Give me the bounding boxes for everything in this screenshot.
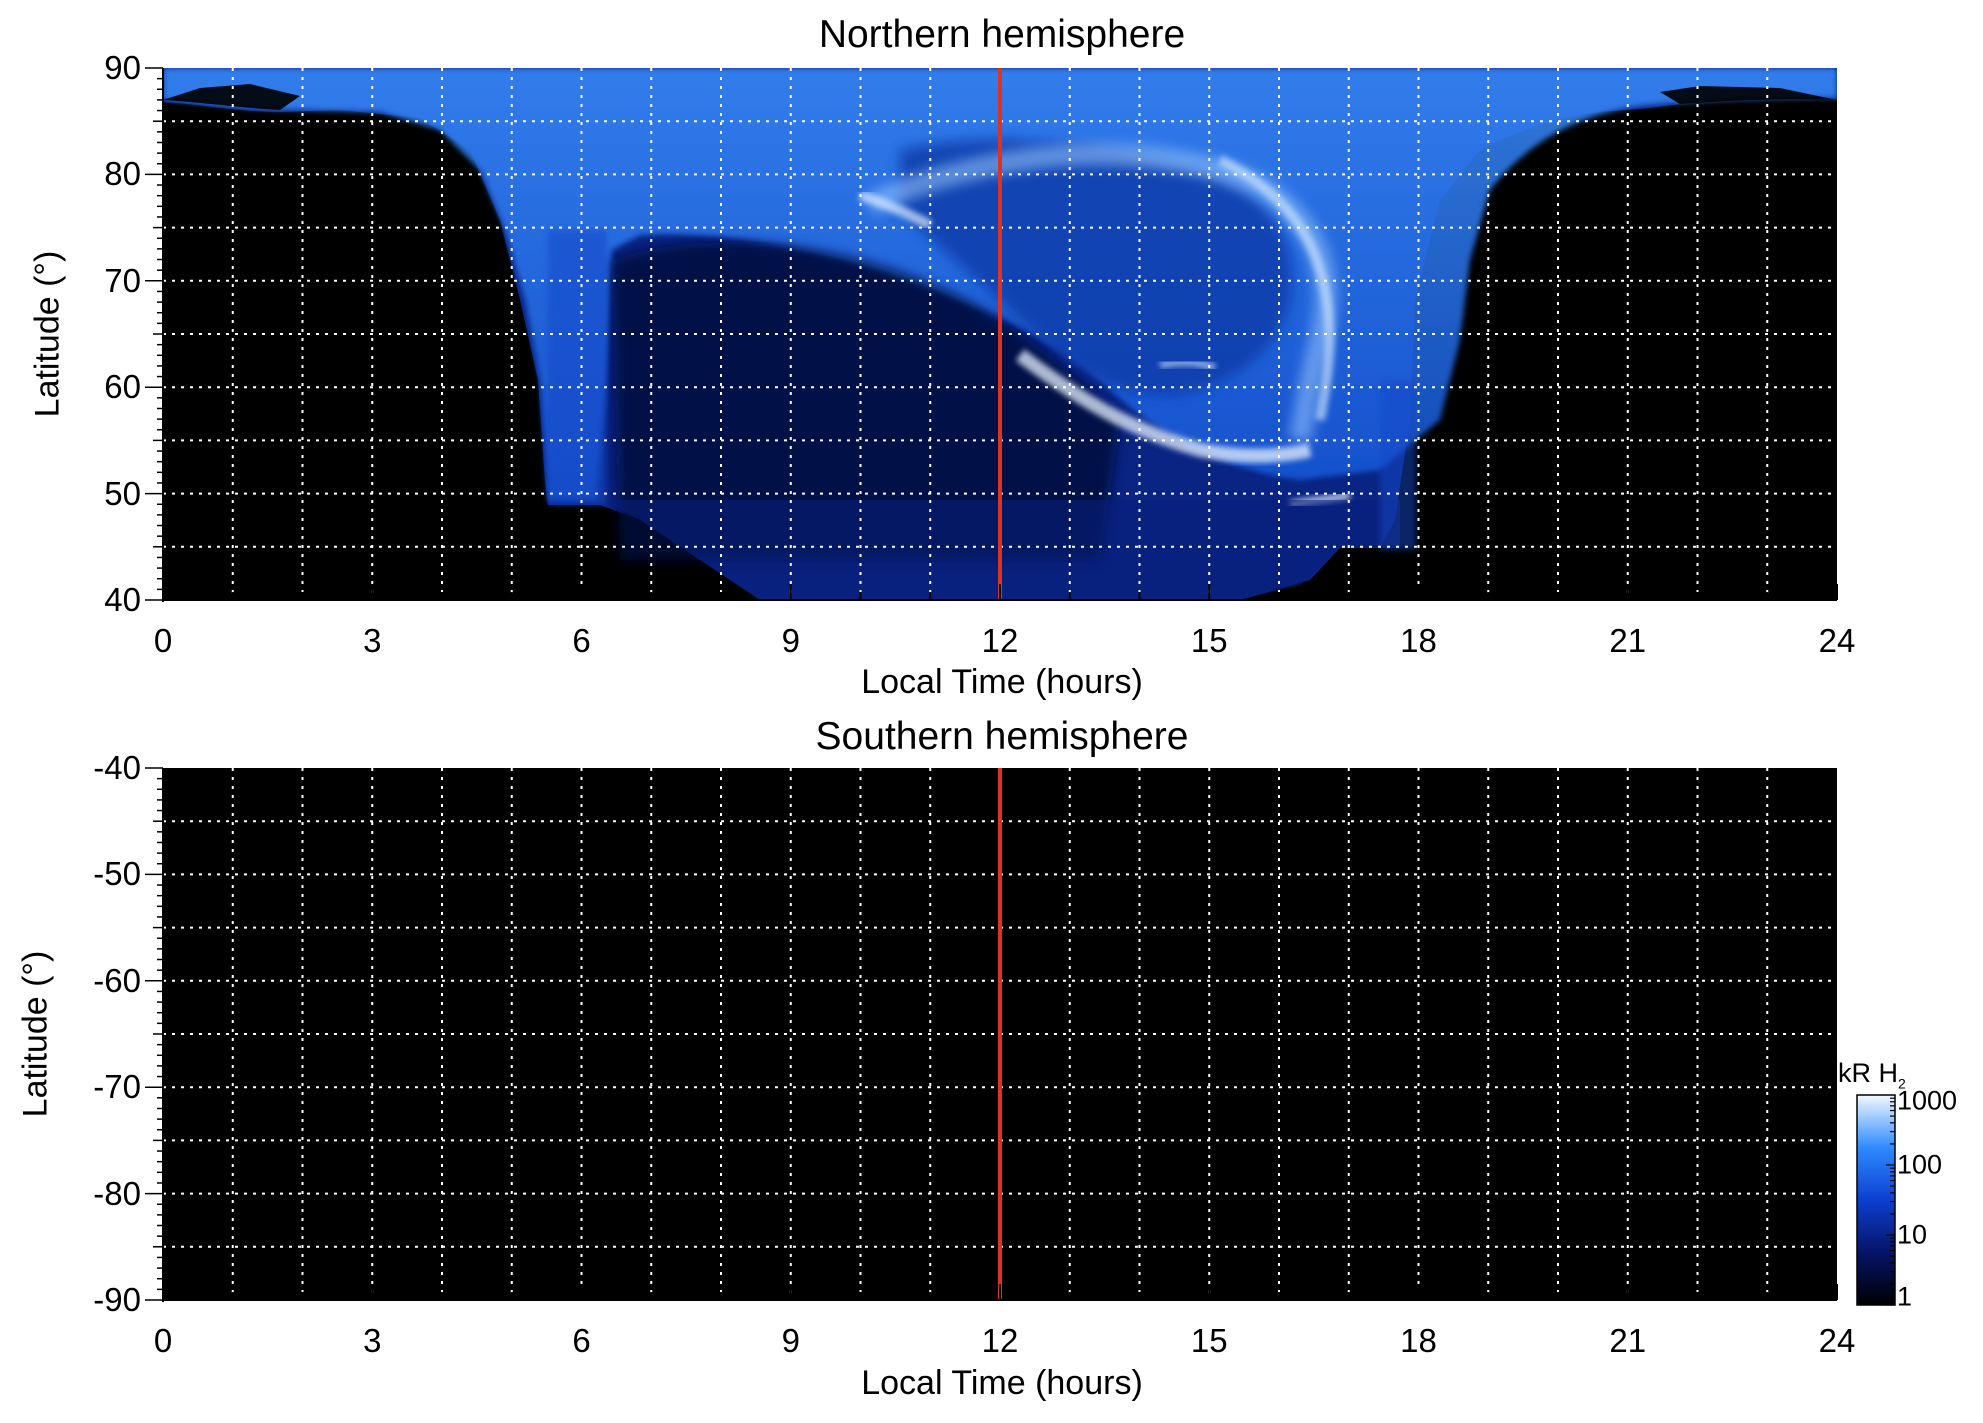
- north-y-tick-label: 50: [104, 474, 141, 512]
- north-x-tick-label: 0: [153, 622, 173, 659]
- north-x-tick-label: 18: [1400, 622, 1437, 659]
- north-x-axis-title: Local Time (hours): [861, 663, 1143, 701]
- colorbar-tick-label: 1: [1897, 1281, 1913, 1312]
- south-x-tick-label: 0: [153, 1322, 173, 1359]
- north-panel-title: Northern hemisphere: [818, 13, 1186, 56]
- colorbar-title: kR H2: [1838, 1058, 1906, 1092]
- colorbar-tick-label: 1000: [1897, 1085, 1958, 1116]
- south-x-tick-label: 18: [1400, 1322, 1437, 1359]
- south-y-tick-label: -80: [93, 1174, 141, 1212]
- north-x-tick-label: 15: [1190, 622, 1228, 659]
- north-y-tick-label: 60: [104, 368, 141, 406]
- north-y-tick-label: 40: [104, 581, 141, 618]
- south-x-axis-title: Local Time (hours): [861, 1364, 1143, 1402]
- south-y-tick-label: -90: [93, 1281, 141, 1318]
- south-panel-title: Southern hemisphere: [815, 715, 1189, 758]
- north-x-tick-label: 21: [1609, 622, 1647, 659]
- north-axes: [145, 67, 1838, 602]
- south-y-tick-label: -70: [93, 1068, 141, 1106]
- north-x-tick-label: 6: [572, 622, 591, 659]
- north-x-tick-label: 12: [981, 622, 1019, 659]
- south-x-tick-label: 15: [1190, 1322, 1228, 1359]
- south-y-tick-label: -60: [93, 961, 141, 999]
- north-y-tick-label: 90: [104, 49, 141, 86]
- north-x-tick-label: 9: [781, 622, 800, 659]
- north-x-tick-label: 24: [1818, 622, 1856, 659]
- south-axes: [145, 767, 1838, 1302]
- colorbar-gradient: [1856, 1094, 1896, 1306]
- north-y-tick-label: 70: [104, 261, 141, 299]
- north-x-tick-label: 3: [363, 622, 382, 659]
- south-x-tick-label: 12: [981, 1322, 1019, 1359]
- south-y-axis-title: Latitude (°): [16, 950, 55, 1118]
- south-y-tick-label: -40: [93, 749, 141, 786]
- south-x-tick-label: 6: [572, 1322, 591, 1359]
- north-y-tick-label: 80: [104, 155, 141, 193]
- colorbar-ticks: [1886, 1097, 1895, 1306]
- south-grid: [163, 768, 1837, 1300]
- south-x-tick-label: 24: [1818, 1322, 1856, 1359]
- south-x-tick-label: 3: [363, 1322, 382, 1359]
- north-y-axis-title: Latitude (°): [28, 250, 67, 418]
- colorbar-tick-label: 10: [1897, 1219, 1928, 1250]
- south-y-tick-label: -50: [93, 855, 141, 893]
- south-x-tick-label: 9: [781, 1322, 800, 1359]
- south-x-tick-label: 21: [1609, 1322, 1647, 1359]
- colorbar-tick-label: 100: [1897, 1149, 1943, 1180]
